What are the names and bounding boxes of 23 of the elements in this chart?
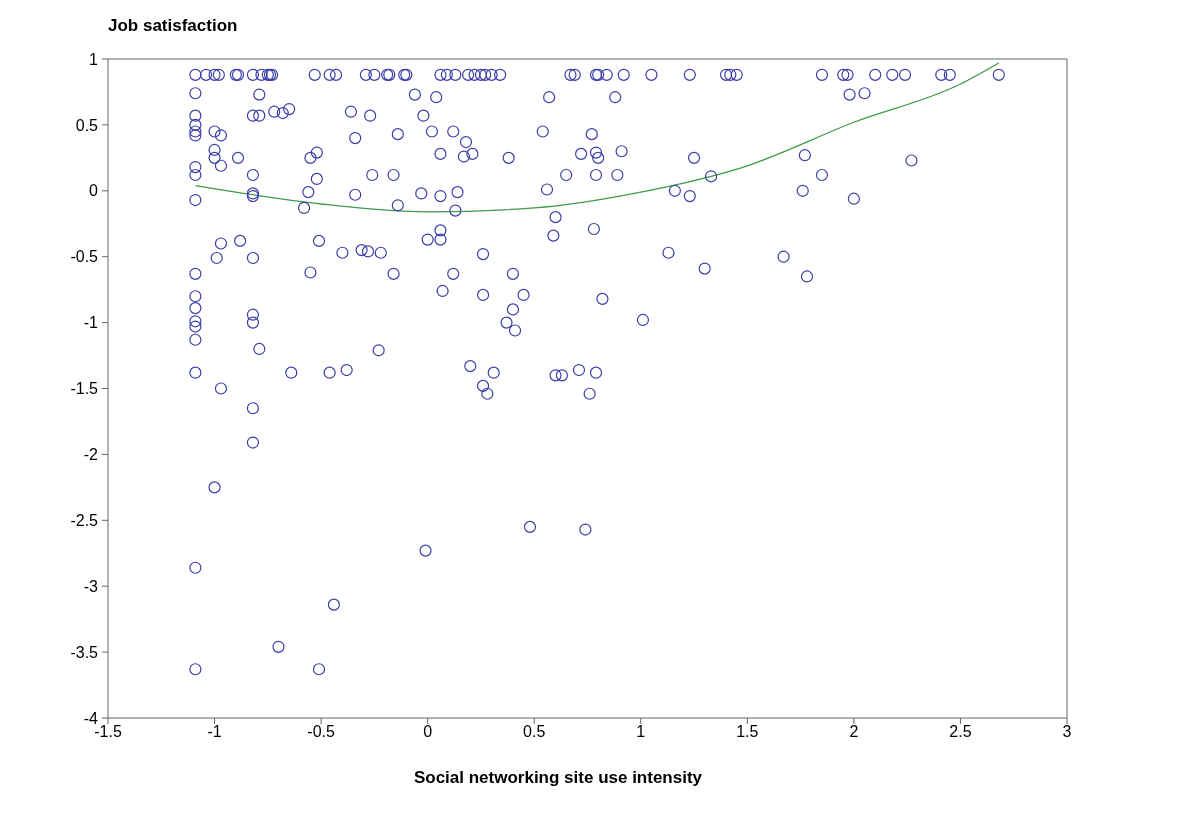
x-axis-title: Social networking site use intensity	[412, 768, 704, 788]
y-tick-label: -3.5	[70, 643, 99, 661]
x-tick-label: 2	[849, 723, 859, 741]
y-tick-label: -3	[83, 577, 99, 595]
y-tick-label: 1	[89, 50, 99, 68]
y-tick-label: -2	[83, 446, 99, 464]
y-tick-label: 0.5	[75, 116, 99, 134]
y-axis-title: Job satisfaction	[108, 16, 238, 36]
x-tick-label: 0	[423, 723, 433, 741]
y-tick-label: -1.5	[70, 380, 99, 398]
x-tick-label: 0.5	[523, 723, 546, 741]
x-tick-label: 1	[636, 723, 646, 741]
line-series	[194, 62, 1000, 213]
x-tick-label: 3	[1062, 723, 1072, 741]
y-tick-label: -4	[83, 709, 99, 727]
x-tick-label: 2.5	[949, 723, 972, 741]
y-tick-label: -0.5	[70, 248, 99, 266]
x-tick-label: -1	[207, 723, 222, 741]
x-tick-label: -0.5	[307, 723, 335, 741]
y-tick-label: 0	[89, 182, 99, 200]
y-tick-label: -1	[83, 314, 99, 332]
y-tick-label: -2.5	[70, 511, 99, 529]
x-tick-label: 1.5	[736, 723, 759, 741]
